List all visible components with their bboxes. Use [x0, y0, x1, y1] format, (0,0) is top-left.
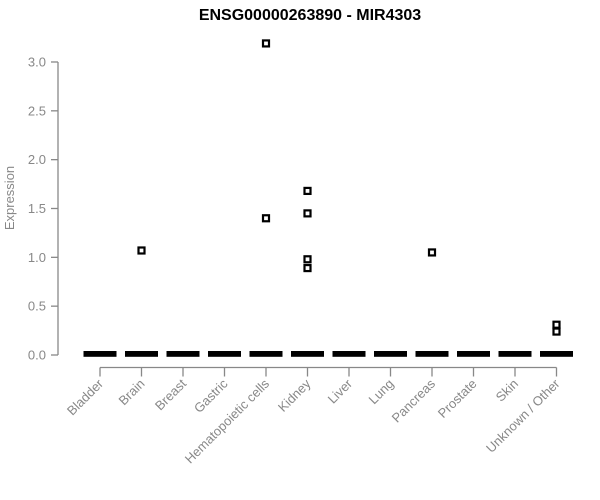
- zero-cluster-bar: [291, 351, 324, 357]
- x-tick-label: Prostate: [435, 376, 480, 421]
- data-point-marker: [261, 39, 271, 48]
- x-tick-label: Lung: [366, 376, 397, 407]
- data-point-marker: [261, 214, 271, 223]
- x-tick-label: Brain: [116, 376, 148, 408]
- y-tick-label: 2.0: [28, 152, 46, 167]
- x-tick-label: Gastric: [191, 376, 231, 416]
- zero-cluster-bar: [249, 351, 283, 357]
- x-tick-label: Bladder: [64, 376, 107, 419]
- zero-cluster-bar: [457, 351, 490, 357]
- y-tick-label: 0.0: [28, 348, 46, 363]
- y-axis-label: Expression: [2, 165, 17, 231]
- data-point-marker: [303, 186, 312, 196]
- data-point-marker: [427, 248, 437, 257]
- data-point-marker: [303, 263, 312, 273]
- data-point-marker: [552, 320, 561, 329]
- y-tick-label: 2.5: [28, 103, 46, 118]
- zero-cluster-bar: [208, 351, 241, 357]
- chart-title: ENSG00000263890 - MIR4303: [198, 7, 422, 24]
- zero-cluster-bar: [498, 351, 532, 357]
- x-tick-label: Kidney: [275, 376, 314, 415]
- zero-cluster-bar: [83, 351, 117, 357]
- y-tick-label: 0.5: [28, 299, 46, 314]
- zero-cluster-bar: [125, 351, 158, 357]
- y-tick-label: 1.5: [28, 201, 46, 216]
- x-tick-label: Skin: [493, 376, 521, 404]
- data-point-marker: [303, 209, 312, 218]
- y-tick-label: 3.0: [28, 54, 46, 69]
- zero-cluster-bar: [540, 351, 573, 357]
- x-tick-label: Pancreas: [389, 376, 439, 426]
- x-tick-label: Liver: [325, 376, 356, 407]
- zero-cluster-bar: [332, 351, 366, 357]
- data-point-marker: [137, 246, 146, 255]
- data-point-marker: [552, 327, 561, 336]
- x-tick-label: Unknown / Other: [483, 376, 563, 456]
- y-tick-label: 1.0: [28, 250, 46, 265]
- zero-cluster-bar: [166, 351, 200, 357]
- zero-cluster-bar: [415, 351, 449, 357]
- data-point-marker: [303, 255, 312, 264]
- x-tick-label: Breast: [152, 376, 189, 413]
- zero-cluster-bar: [374, 351, 407, 357]
